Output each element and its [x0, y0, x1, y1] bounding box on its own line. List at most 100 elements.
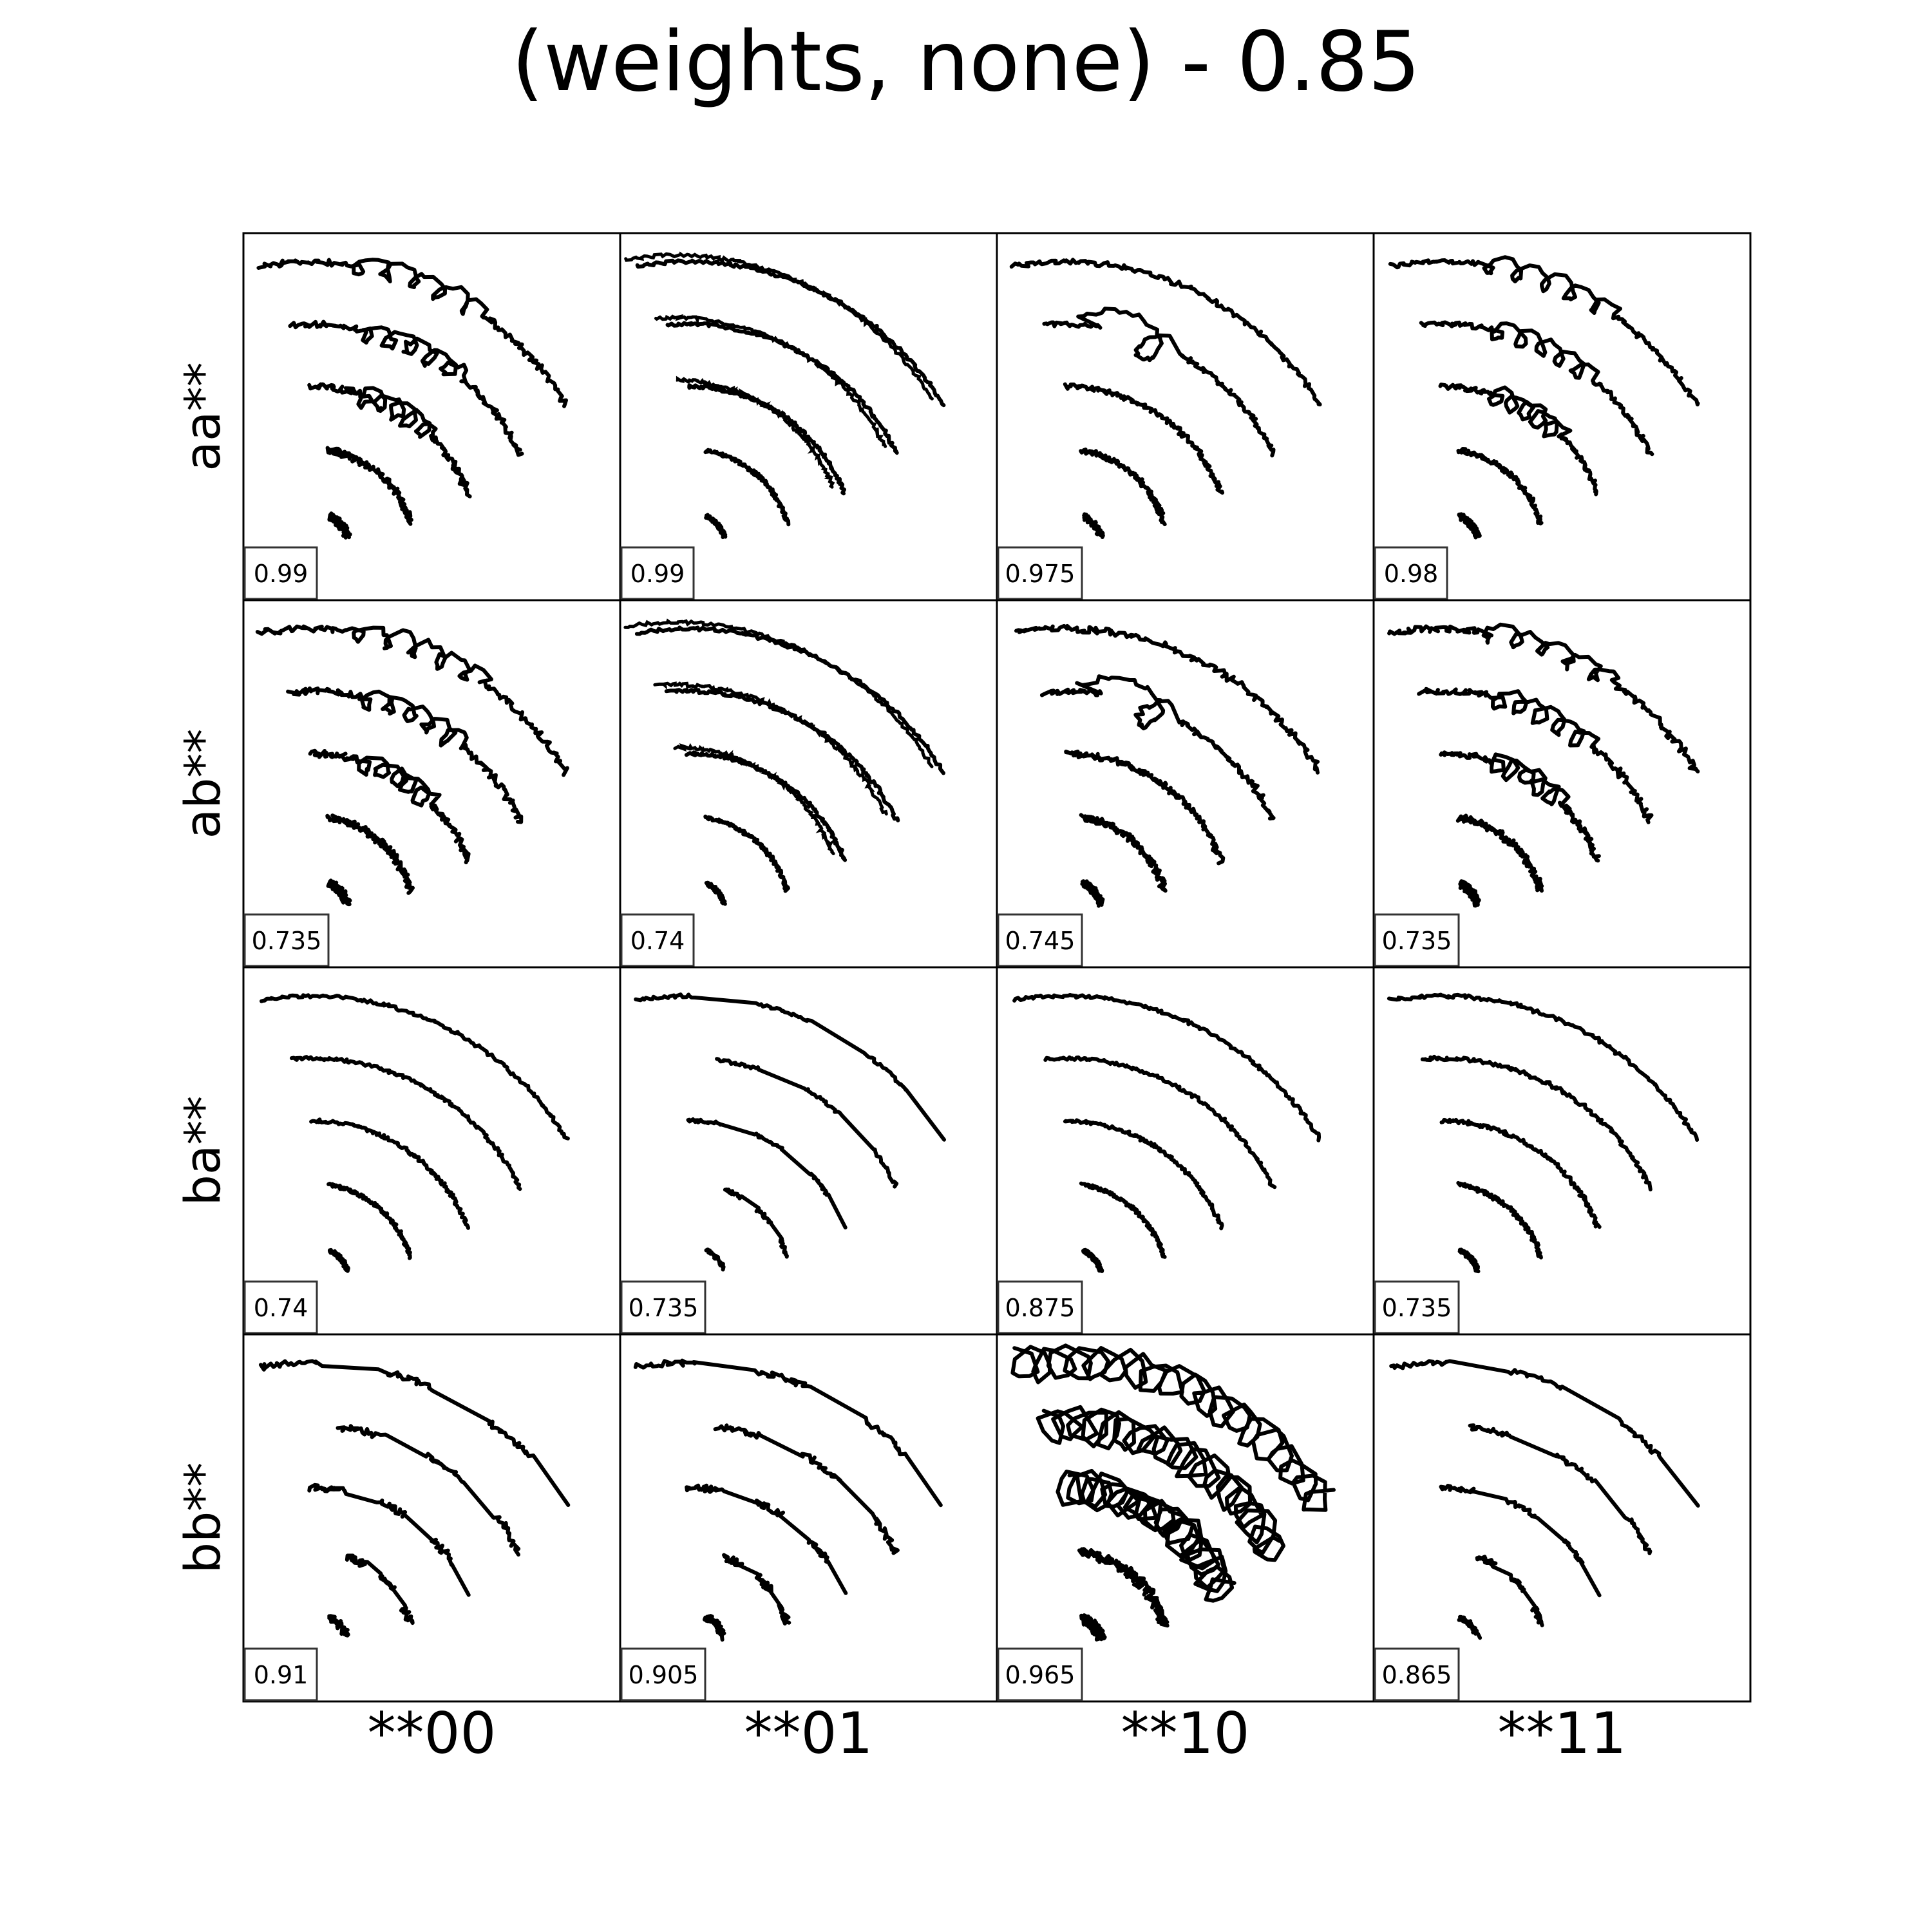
panel-frame — [1372, 599, 1752, 969]
score-box — [997, 546, 1083, 600]
series-line — [1082, 512, 1105, 539]
series-line — [1439, 1484, 1602, 1598]
score-label: 0.91 — [254, 1661, 308, 1689]
col-label: **01 — [744, 1700, 873, 1766]
panel-frame — [996, 966, 1375, 1336]
series-line — [1387, 992, 1700, 1142]
panel-frame — [1372, 966, 1752, 1336]
series-line — [715, 1057, 899, 1189]
score-box — [620, 1280, 706, 1334]
panel-frame — [242, 1333, 621, 1703]
series-line — [286, 686, 524, 824]
score-label: 0.975 — [1005, 560, 1075, 588]
row-labels: aa** ab** ba** bb** — [174, 362, 231, 1573]
score-label: 0.735 — [629, 1294, 699, 1322]
score-box — [620, 546, 695, 600]
score-label: 0.99 — [254, 560, 308, 588]
score-box — [1374, 913, 1460, 967]
series-line — [308, 748, 471, 865]
series-line — [703, 1614, 726, 1642]
score-label: 0.74 — [254, 1294, 308, 1322]
series-line — [704, 1247, 726, 1272]
score-label: 0.745 — [1005, 927, 1075, 955]
score-label: 0.98 — [1384, 560, 1439, 588]
series-line — [634, 625, 945, 775]
row-label: ab** — [174, 729, 231, 839]
series-line — [255, 624, 569, 777]
series-line — [1420, 1054, 1653, 1191]
score-box — [1374, 546, 1448, 600]
panel-0-2: 0.975 — [996, 232, 1375, 601]
series-line — [1010, 1343, 1336, 1512]
series-line — [1468, 1423, 1653, 1555]
series-line — [307, 382, 472, 498]
score-label: 0.735 — [252, 927, 322, 955]
panel-frame — [242, 232, 621, 601]
panel-1-0: 0.735 — [242, 599, 621, 969]
series-line — [336, 1424, 521, 1557]
score-box — [243, 546, 318, 600]
series-line — [703, 448, 791, 527]
series-line — [722, 1553, 791, 1626]
score-box — [997, 1280, 1083, 1334]
series-line — [664, 688, 900, 822]
series-line — [704, 513, 728, 540]
series-line — [1079, 813, 1168, 893]
series-line — [1389, 1359, 1700, 1508]
series-line — [327, 511, 352, 540]
series-line — [634, 992, 946, 1142]
series-line — [703, 814, 790, 893]
series-line — [327, 1182, 412, 1260]
series-line — [1079, 1613, 1107, 1642]
col-label: **11 — [1498, 1700, 1627, 1766]
score-box — [1374, 1280, 1460, 1334]
panel-2-3: 0.735 — [1372, 966, 1752, 1336]
panel-3-3: 0.865 — [1372, 1333, 1752, 1703]
score-box — [997, 1647, 1083, 1701]
series-line — [1036, 1405, 1285, 1562]
series-line — [1042, 307, 1276, 458]
panel-1-3: 0.735 — [1372, 599, 1752, 969]
score-box — [620, 913, 695, 967]
series-line — [1438, 383, 1598, 497]
chart-title: (weights, none) - 0.85 — [511, 14, 1420, 110]
score-label: 0.905 — [629, 1661, 699, 1689]
score-label: 0.99 — [630, 560, 685, 588]
series-line — [327, 1247, 350, 1273]
series-line — [1064, 750, 1226, 866]
series-line — [1039, 674, 1276, 820]
series-line — [704, 880, 727, 906]
panel-2-2: 0.875 — [996, 966, 1375, 1336]
panel-0-1: 0.99 — [619, 232, 998, 601]
series-line — [1456, 1180, 1543, 1260]
series-line — [309, 1117, 470, 1230]
series-line — [326, 878, 352, 907]
series-line — [1012, 992, 1321, 1142]
panel-0-3: 0.98 — [1372, 232, 1752, 601]
series-line — [256, 258, 568, 408]
series-line — [1458, 879, 1481, 908]
series-line — [1043, 1055, 1277, 1189]
series-line — [1388, 255, 1700, 407]
series-line — [713, 1423, 900, 1555]
panel-frame — [619, 966, 998, 1336]
series-line — [1077, 1547, 1170, 1628]
panel-0-0: 0.99 — [242, 232, 621, 601]
series-line — [1457, 1615, 1482, 1640]
score-label: 0.965 — [1005, 1661, 1075, 1689]
score-box — [243, 1647, 318, 1701]
series-line — [685, 1483, 848, 1595]
series-line — [345, 1553, 415, 1625]
panel-frame — [996, 232, 1375, 601]
panel-2-1: 0.735 — [619, 966, 998, 1336]
series-line — [325, 446, 413, 526]
series-line — [686, 1117, 848, 1230]
score-box — [1374, 1647, 1460, 1701]
series-line — [1081, 1247, 1104, 1273]
series-line — [665, 321, 899, 455]
panel-frame — [619, 599, 998, 969]
score-box — [997, 913, 1083, 967]
series-line — [1419, 320, 1654, 457]
panel-grid: 0.99 0.99 0.975 0.98 0.735 0.74 0.745 0.735 0.74… — [242, 232, 1752, 1703]
